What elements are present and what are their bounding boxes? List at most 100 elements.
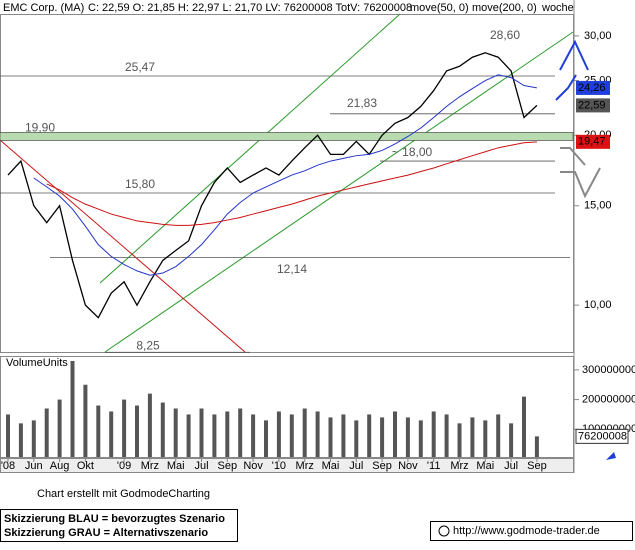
legend-entry: move(200, 0) [472, 2, 537, 14]
volume-bar [31, 420, 36, 457]
level-label: ~ 18,00 [392, 145, 433, 159]
volume-bar [405, 417, 410, 457]
trend-channel [99, 13, 401, 284]
level-label: 25,47 [125, 60, 155, 74]
volume-bar [109, 411, 114, 457]
footer-gray: Skizzierung GRAU = Alternativszenario [4, 527, 208, 539]
volume-bar [509, 423, 514, 457]
x-tick-label: Mrz [450, 460, 468, 472]
volume-bar [328, 417, 333, 457]
volume-bar [147, 393, 152, 457]
x-tick-label: Sep [372, 460, 392, 472]
price-line [7, 52, 538, 319]
level-label: 12,14 [277, 262, 307, 276]
volume-last-box [575, 428, 629, 444]
last-value-box [576, 80, 610, 95]
volume-bar [212, 414, 217, 457]
volume-bar [135, 405, 139, 457]
x-tick-label: Jul [504, 460, 518, 472]
x-tick-label: Jul [194, 460, 208, 472]
volume-bar [70, 360, 75, 457]
volume-bar [264, 420, 268, 457]
y-tick-label: 15,00 [584, 200, 612, 212]
x-tick-label: Nov [243, 460, 263, 472]
y-tick-label: 30,00 [584, 30, 612, 42]
last-value-label: 22,59 [578, 99, 606, 111]
volume-bar [6, 414, 10, 457]
level-label: 15,80 [125, 177, 155, 191]
last-value-box [576, 98, 610, 113]
chart-title: EMC Corp. (MA) [3, 2, 84, 14]
volume-bar [18, 423, 23, 457]
volume-bar [199, 408, 204, 457]
level-label: 28,60 [490, 28, 520, 42]
volume-bar [83, 384, 88, 457]
level-label: 8,25 [136, 338, 160, 352]
volume-bar [393, 411, 397, 457]
volume-bar [522, 396, 526, 457]
x-tick-label: '09 [117, 460, 131, 472]
volume-bar [251, 414, 256, 457]
last-value-label: 19,47 [578, 136, 606, 148]
x-tick-label: Mrz [141, 460, 159, 472]
gray-scenario [560, 167, 601, 199]
volume-bar [534, 436, 539, 457]
volume-bar [96, 405, 101, 457]
x-tick-label: Aug [50, 460, 70, 472]
volume-last-label: 76200008 [578, 430, 627, 442]
x-tick-label: Sep [218, 460, 238, 472]
blue-scenario [559, 39, 589, 71]
volume-bar [354, 420, 359, 457]
volume-bar [238, 408, 243, 457]
moving-average [46, 141, 537, 226]
x-tick-label: Jul [349, 460, 363, 472]
volume-bar [315, 411, 320, 457]
volume-bar [302, 408, 307, 457]
url-box [430, 521, 633, 541]
footer-credit: Chart erstellt mit GodmodeCharting [37, 488, 210, 500]
volume-bar [341, 414, 346, 457]
x-tick-label: Sep [527, 460, 547, 472]
x-tick-label: Jun [25, 460, 43, 472]
x-tick-label: Mrz [296, 460, 314, 472]
level-label: 19,90 [25, 121, 55, 135]
down-trend [0, 139, 246, 353]
last-value-box [576, 134, 610, 149]
volume-bar [225, 411, 230, 457]
x-tick-label: '10 [272, 460, 286, 472]
moving-average [33, 74, 537, 276]
blue-scenario [555, 74, 577, 101]
volume-bar [173, 408, 178, 457]
tool-icon[interactable] [606, 452, 616, 460]
x-tick-label: '11 [427, 460, 441, 472]
volume-bar [160, 402, 165, 457]
last-value-label: 24,26 [578, 82, 606, 94]
footer-url[interactable]: http://www.godmode-trader.de [453, 525, 600, 537]
footer-blue: Skizzierung BLAU = bevorzugtes Szenario [4, 513, 225, 525]
x-tick-label: Okt [77, 460, 94, 472]
volume-bar [496, 414, 501, 457]
volume-tick-label: 300000000 [582, 364, 635, 376]
x-tick-label: Mai [476, 460, 494, 472]
volume-bar [186, 414, 191, 457]
x-tick-label: Mai [167, 460, 185, 472]
copyright-icon [438, 525, 450, 537]
volume-bar [276, 411, 281, 457]
volume-tick-label: 200000000 [582, 393, 635, 405]
volume-bar [122, 399, 127, 457]
footer-box [0, 509, 238, 542]
volume-bar [444, 414, 449, 457]
volume-bar [470, 417, 475, 457]
volume-bar [457, 423, 462, 457]
volume-bar [367, 414, 372, 457]
volume-bar [483, 420, 488, 457]
gray-scenario [560, 147, 586, 166]
legend-entry: move(50, 0) [410, 2, 469, 14]
volume-bar [380, 417, 385, 457]
volume-bar [289, 414, 294, 457]
volume-bar [44, 408, 49, 457]
volume-bar [418, 420, 423, 457]
support-zone [0, 132, 574, 141]
level-label: 21,83 [347, 96, 377, 110]
